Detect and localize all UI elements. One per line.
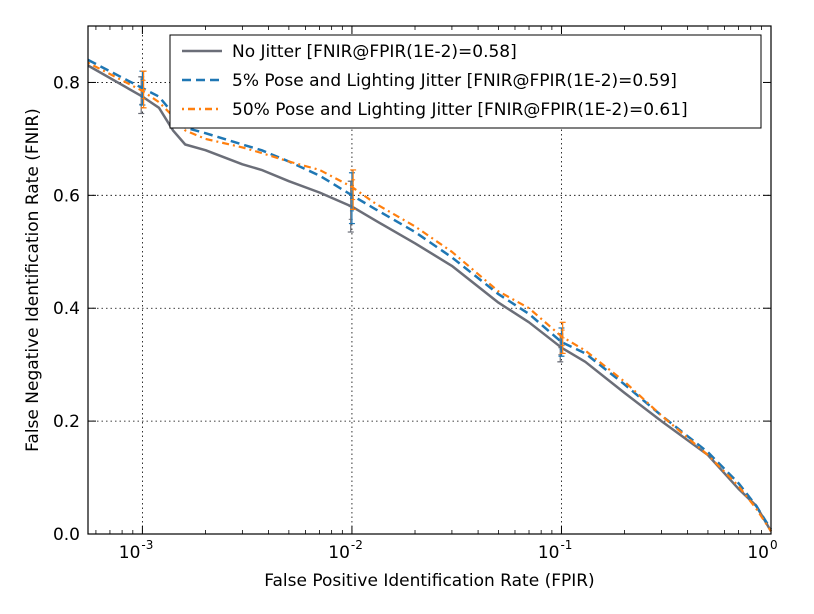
- x-tick-label-exponent: -1: [560, 538, 572, 552]
- x-tick-label-exponent: -2: [351, 538, 363, 552]
- error-bar: [140, 70, 147, 109]
- y-tick-label: 0.6: [53, 186, 80, 206]
- legend-frame: [169, 34, 762, 129]
- x-axis-title: False Positive Identification Rate (FPIR…: [264, 571, 594, 591]
- x-tick-label-base: 10: [538, 543, 560, 563]
- legend-item: No Jitter [FNIR@FPIR(1E-2)=0.58]: [182, 42, 517, 62]
- x-tick-label-exponent: -3: [141, 538, 153, 552]
- error-bar: [350, 169, 357, 211]
- legend-item: 50% Pose and Lighting Jitter [FNIR@FPIR(…: [182, 100, 688, 120]
- x-tick-label: 10 0: [747, 538, 777, 563]
- legend-label: No Jitter [FNIR@FPIR(1E-2)=0.58]: [232, 42, 517, 62]
- legend: No Jitter [FNIR@FPIR(1E-2)=0.58] 5% Pose …: [169, 34, 762, 129]
- error-bar: [559, 321, 566, 354]
- y-tick-label: 0.0: [53, 525, 80, 545]
- ticks: 10 -3 10 -2 10 -1 10 00.00.20.40.60.8: [53, 26, 778, 563]
- x-tick-label: 10 -3: [119, 538, 154, 563]
- legend-label: 5% Pose and Lighting Jitter [FNIR@FPIR(1…: [232, 71, 677, 91]
- y-tick-label: 0.4: [53, 299, 80, 319]
- x-tick-label-base: 10: [328, 543, 350, 563]
- series-line: [87, 64, 773, 532]
- plot-frame: [87, 25, 772, 535]
- y-tick-label: 0.2: [53, 412, 80, 432]
- series-3: [87, 61, 772, 532]
- legend-label: 50% Pose and Lighting Jitter [FNIR@FPIR(…: [232, 100, 688, 120]
- x-tick-label: 10 -2: [328, 538, 363, 563]
- x-tick-label-base: 10: [747, 543, 769, 563]
- x-tick-label: 10 -1: [538, 538, 573, 563]
- x-tick-label-base: 10: [119, 543, 141, 563]
- legend-item: 5% Pose and Lighting Jitter [FNIR@FPIR(1…: [182, 71, 677, 91]
- x-tick-label-exponent: 0: [770, 538, 778, 552]
- y-tick-label: 0.8: [53, 73, 80, 93]
- series-line: [87, 61, 772, 532]
- y-axis-title: False Negative Identification Rate (FNIR…: [23, 108, 43, 452]
